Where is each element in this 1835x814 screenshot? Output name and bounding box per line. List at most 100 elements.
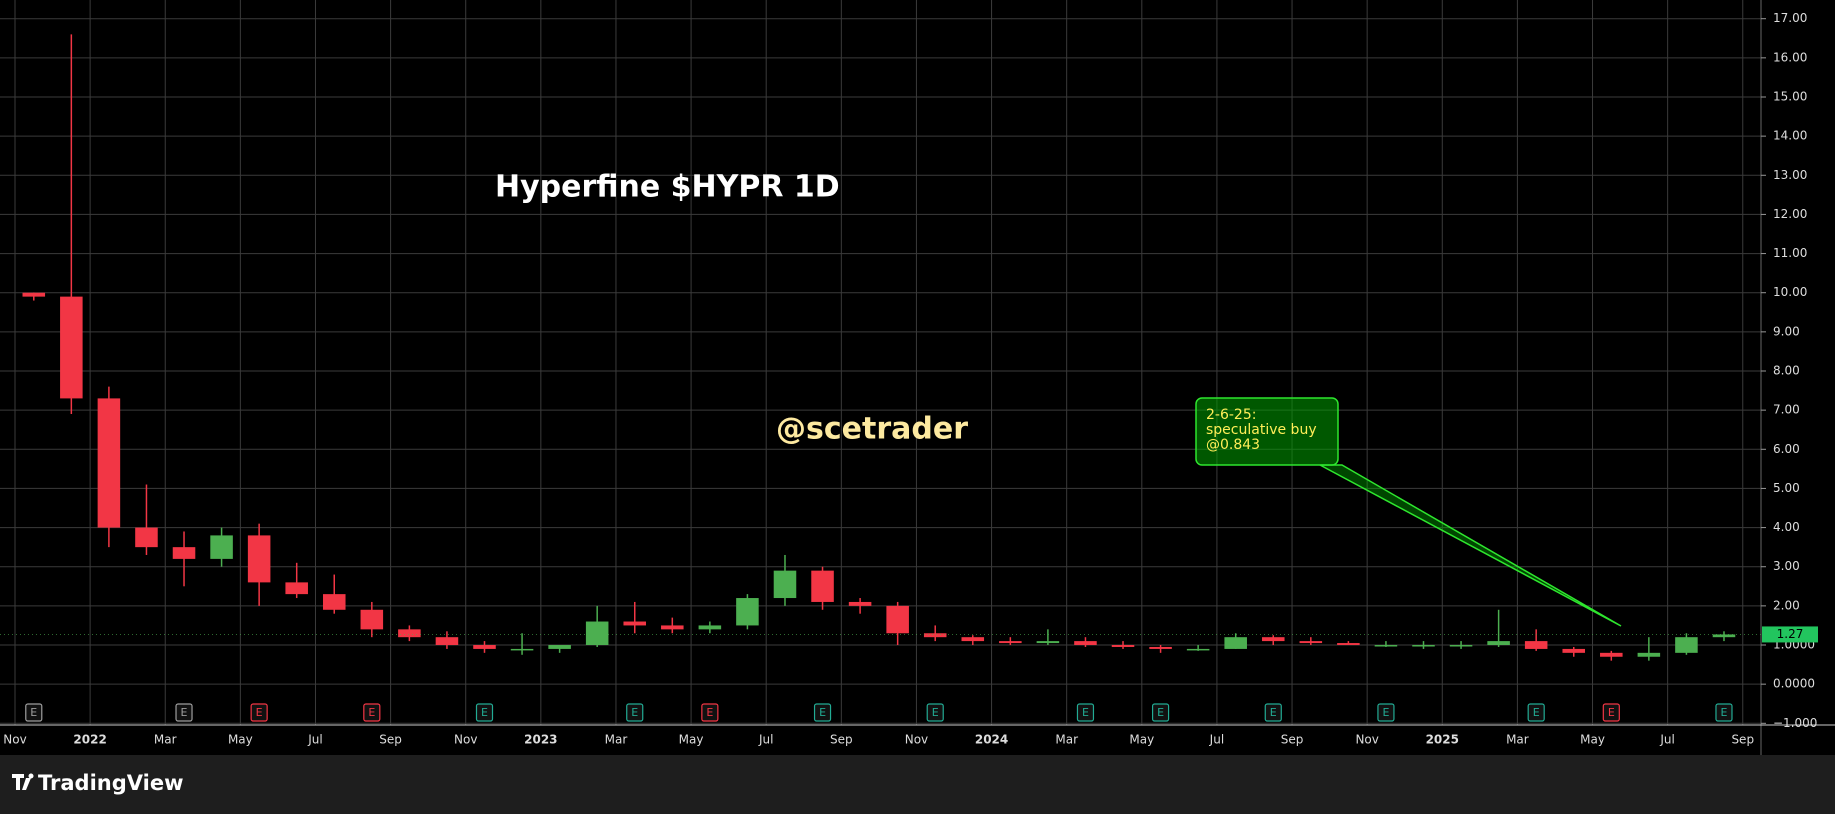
- earnings-marker: [363, 703, 381, 722]
- earnings-label: E: [256, 706, 263, 719]
- earnings-marker: [25, 703, 43, 722]
- candle-body: [1337, 643, 1360, 646]
- candle-body: [698, 625, 722, 630]
- candle-body: [623, 621, 647, 626]
- candle-body: [135, 527, 158, 548]
- y-tick-label: 13.00: [1773, 168, 1807, 182]
- earnings-label: E: [631, 706, 638, 719]
- candle-body: [1524, 641, 1548, 649]
- x-tick-label: Nov: [454, 733, 477, 747]
- candle-body: [548, 645, 571, 649]
- x-tick-label: Nov: [3, 733, 26, 747]
- earnings-label: E: [1533, 706, 1540, 719]
- earnings-label: E: [1608, 706, 1615, 719]
- x-tick-label: Sep: [1731, 733, 1754, 747]
- candle-body: [285, 582, 308, 595]
- footer: [0, 755, 1835, 814]
- watermark: @scetrader: [776, 412, 968, 447]
- x-tick-label: Mar: [1055, 733, 1078, 747]
- earnings-marker: [1076, 703, 1095, 722]
- y-tick-label: 3.00: [1773, 559, 1800, 573]
- y-tick-label: 5.00: [1773, 481, 1800, 495]
- plot: [22, 34, 1736, 661]
- earnings-marker: [701, 703, 719, 722]
- grid: [0, 0, 1761, 725]
- earnings-marker: [250, 703, 268, 722]
- candle-body: [1149, 646, 1172, 649]
- y-tick-label: 10.00: [1773, 285, 1807, 299]
- y-tick-label: 16.00: [1773, 50, 1807, 64]
- candle-body: [1675, 637, 1698, 653]
- x-tick-label: Mar: [154, 733, 177, 747]
- candle-body: [999, 641, 1022, 644]
- earnings-marker: [1377, 703, 1395, 722]
- x-tick-label: 2024: [975, 733, 1008, 747]
- x-tick-label: Nov: [1355, 733, 1378, 747]
- earnings-marker: [1602, 703, 1620, 722]
- earnings-label: E: [1382, 706, 1389, 719]
- x-tick-label: Nov: [905, 733, 928, 747]
- earnings-marker: [1151, 703, 1170, 722]
- x-tick-label: May: [1129, 733, 1154, 747]
- x-tick-label: 2025: [1426, 733, 1459, 747]
- candle-body: [923, 633, 947, 638]
- x-tick-label: Sep: [379, 733, 402, 747]
- candle-body: [22, 292, 46, 297]
- callout-text: 2-6-25:: [1206, 407, 1256, 423]
- earnings-label: E: [1270, 706, 1277, 719]
- y-tick-label: 0.0000: [1773, 677, 1815, 691]
- x-tick-label: Sep: [1281, 733, 1304, 747]
- x-tick-label: Mar: [1506, 733, 1529, 747]
- candle-body: [1036, 641, 1060, 644]
- earnings-label: E: [706, 706, 713, 719]
- earnings-marker: [626, 703, 644, 722]
- y-tick-label: 17.00: [1773, 11, 1807, 25]
- last-price-label: 1.27: [1777, 627, 1804, 641]
- earnings-label: E: [1157, 706, 1164, 719]
- brand: TradingView: [38, 771, 183, 795]
- earnings-marker: [813, 703, 832, 722]
- candle-body: [210, 535, 233, 559]
- candle-body: [736, 598, 759, 626]
- candle-body: [247, 535, 271, 583]
- candle-body: [1562, 648, 1586, 653]
- callout-text: speculative buy: [1206, 422, 1317, 438]
- earnings-label: E: [481, 706, 488, 719]
- x-tick-label: 2023: [524, 733, 557, 747]
- candle-body: [1224, 637, 1247, 649]
- candle-body: [510, 648, 534, 651]
- candle-body: [435, 637, 459, 646]
- logo-icon: [12, 774, 31, 790]
- candle-body: [398, 629, 421, 638]
- logo: TradingView: [12, 771, 183, 795]
- y-tick-label: 9.00: [1773, 324, 1800, 338]
- candle-body: [1412, 645, 1435, 647]
- earnings-marker: [475, 703, 494, 722]
- x-tick-label: Jul: [1209, 733, 1224, 747]
- candle-body: [1299, 641, 1323, 644]
- chart-background: [0, 0, 1835, 755]
- x-tick-label: Sep: [830, 733, 853, 747]
- y-tick-label: 4.00: [1773, 520, 1800, 534]
- candle-body: [172, 547, 196, 559]
- logo-dot: [28, 773, 34, 779]
- x-tick-label: May: [228, 733, 253, 747]
- candle-body: [97, 398, 121, 528]
- candle-body: [1600, 652, 1623, 657]
- earnings-marker: [1264, 703, 1282, 722]
- earnings-label: E: [932, 706, 939, 719]
- earnings-label: E: [1721, 706, 1728, 719]
- x-tick-label: Jul: [307, 733, 322, 747]
- candle-body: [1074, 641, 1097, 646]
- y-tick-label: 14.00: [1773, 129, 1807, 143]
- candle-body: [1186, 648, 1210, 651]
- candle-body: [773, 570, 797, 599]
- earnings-label: E: [1082, 706, 1089, 719]
- earnings-marker: [175, 703, 193, 722]
- x-tick-label: Mar: [605, 733, 628, 747]
- candle-body: [322, 594, 346, 610]
- earnings-label: E: [30, 706, 37, 719]
- y-tick-label: −1.000: [1773, 716, 1817, 730]
